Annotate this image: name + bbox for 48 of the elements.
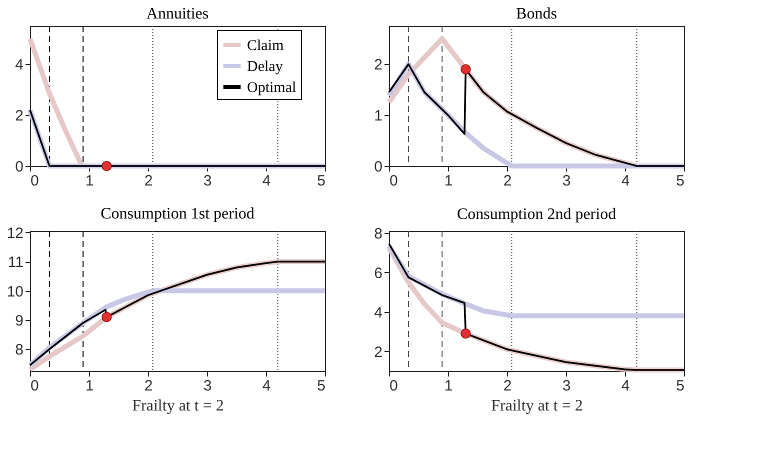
x-tick-label: 3 bbox=[203, 378, 212, 394]
y-tick-label: 2 bbox=[374, 344, 382, 361]
x-tick-label: 0 bbox=[30, 378, 39, 394]
y-tick-label: 12 bbox=[6, 224, 24, 242]
y-tick-label: 6 bbox=[374, 264, 382, 282]
x-tick-label: 0 bbox=[30, 172, 39, 190]
y-tick-label: 2 bbox=[15, 108, 24, 125]
x-tick-label: 1 bbox=[444, 378, 453, 394]
x-tick-label: 1 bbox=[85, 378, 94, 394]
y-tick-label: 0 bbox=[15, 158, 24, 176]
x-tick-label: 5 bbox=[317, 172, 326, 190]
x-tick-label: 3 bbox=[562, 378, 571, 394]
y-tick-label: 11 bbox=[8, 254, 24, 272]
x-axis-title: Frailty at t = 2 bbox=[491, 398, 583, 414]
x-axis-title: Frailty at t = 2 bbox=[132, 398, 224, 414]
y-tick-label: 4 bbox=[15, 56, 24, 74]
legend-label: Claim bbox=[247, 38, 284, 54]
chart-title: Annuities bbox=[146, 6, 209, 22]
y-tick-label: 0 bbox=[374, 158, 382, 176]
y-tick-label: 4 bbox=[374, 304, 382, 322]
y-tick-label: 9 bbox=[15, 312, 24, 330]
x-tick-label: 0 bbox=[390, 378, 398, 394]
x-tick-label: 0 bbox=[390, 172, 398, 190]
x-tick-label: 4 bbox=[262, 172, 271, 190]
chart-title: Bonds bbox=[516, 6, 557, 22]
y-tick-label: 1 bbox=[374, 108, 382, 125]
legend-label: Optimal bbox=[247, 80, 296, 96]
legend-label: Delay bbox=[247, 59, 284, 75]
x-tick-label: 1 bbox=[444, 172, 453, 190]
x-tick-label: 2 bbox=[144, 378, 153, 394]
x-tick-label: 2 bbox=[503, 172, 512, 190]
x-tick-label: 5 bbox=[676, 378, 684, 394]
chart-title: Consumption 2nd period bbox=[456, 206, 616, 223]
y-tick-label: 8 bbox=[374, 225, 382, 242]
x-tick-label: 2 bbox=[503, 378, 512, 394]
x-tick-label: 3 bbox=[203, 172, 212, 190]
x-tick-label: 4 bbox=[262, 378, 271, 394]
x-tick-label: 4 bbox=[621, 378, 630, 394]
x-tick-label: 2 bbox=[144, 172, 153, 190]
x-tick-label: 5 bbox=[676, 172, 684, 190]
x-tick-label: 4 bbox=[621, 172, 630, 190]
x-tick-label: 5 bbox=[317, 378, 326, 394]
y-tick-label: 8 bbox=[15, 342, 24, 359]
y-tick-label: 2 bbox=[374, 56, 382, 74]
x-tick-label: 3 bbox=[562, 172, 571, 190]
x-tick-label: 1 bbox=[85, 172, 94, 190]
chart-title: Consumption 1st period bbox=[100, 205, 254, 222]
y-tick-label: 10 bbox=[6, 283, 24, 300]
